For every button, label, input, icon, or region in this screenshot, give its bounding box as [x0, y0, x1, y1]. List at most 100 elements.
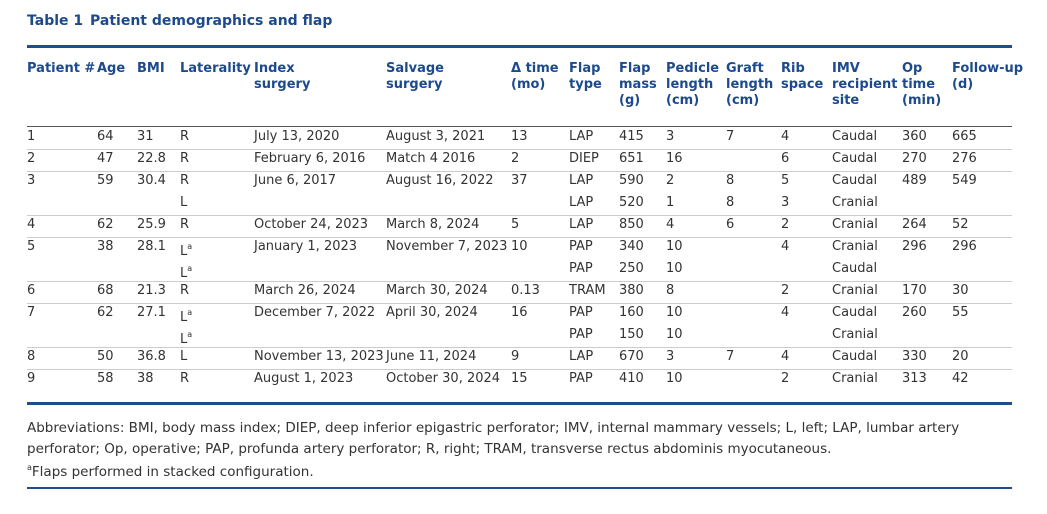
cell: 8 [27, 349, 36, 364]
cell: 31 [137, 129, 154, 144]
cell: LAP [569, 349, 594, 364]
cell: 3 [781, 195, 790, 210]
cell-text: L [180, 332, 188, 347]
cell: R [180, 151, 190, 166]
cell: January 1, 2023 [254, 239, 358, 254]
cell: 7 [27, 305, 36, 320]
cell: La [180, 305, 192, 326]
cell: R [180, 129, 190, 144]
footnote-text: Flaps performed in stacked configuration… [31, 464, 314, 480]
column-header: Laterality [180, 61, 251, 76]
cell: November 13, 2023 [254, 349, 384, 364]
cell: July 13, 2020 [254, 129, 340, 144]
column-header: (g) [619, 93, 641, 108]
cell: 21.3 [137, 283, 166, 298]
footnote: aFlaps performed in stacked configuratio… [27, 460, 314, 480]
cell-text: L [180, 310, 188, 325]
cell: R [180, 173, 190, 188]
cell: 15 [511, 371, 528, 386]
cell: 296 [902, 239, 927, 254]
row-rule [27, 237, 1012, 238]
cell: 16 [511, 305, 528, 320]
cell: 25.9 [137, 217, 166, 232]
cell: 30.4 [137, 173, 166, 188]
column-header: Flap [569, 61, 601, 76]
column-header: Graft [726, 61, 764, 76]
row-rule [27, 369, 1012, 370]
cell: 150 [619, 327, 644, 342]
cell: 27.1 [137, 305, 166, 320]
cell: PAP [569, 371, 593, 386]
cell: 8 [726, 173, 735, 188]
cell: 665 [952, 129, 977, 144]
cell: Caudal [832, 305, 878, 320]
cell: December 7, 2022 [254, 305, 376, 320]
column-header: Salvage [386, 61, 444, 76]
cell: 276 [952, 151, 977, 166]
top-rule [27, 45, 1012, 48]
cell-footnote: a [187, 308, 193, 317]
cell: 28.1 [137, 239, 166, 254]
cell: April 30, 2024 [386, 305, 478, 320]
cell: 296 [952, 239, 977, 254]
cell: 170 [902, 283, 927, 298]
cell: 5 [27, 239, 36, 254]
footnote-marker: a [27, 463, 32, 472]
cell: August 1, 2023 [254, 371, 354, 386]
cell: 7 [726, 129, 735, 144]
cell: March 30, 2024 [386, 283, 488, 298]
cell-footnote: a [187, 264, 193, 273]
cell: 160 [619, 305, 644, 320]
column-header: Patient # [27, 61, 96, 76]
row-rule [27, 281, 1012, 282]
header-rule [27, 126, 1012, 127]
column-header: Δ time [511, 61, 559, 76]
cell: 64 [97, 129, 114, 144]
table-label: Table 1 [27, 13, 84, 29]
cell: February 6, 2016 [254, 151, 366, 166]
cell: PAP [569, 327, 593, 342]
cell: 2 [27, 151, 36, 166]
cell: 10 [666, 327, 683, 342]
column-header: Index [254, 61, 295, 76]
cell: 50 [97, 349, 114, 364]
cell: 2 [781, 283, 790, 298]
column-header: (cm) [726, 93, 760, 108]
cell: Cranial [832, 239, 878, 254]
cell: Caudal [832, 261, 878, 276]
column-header: (min) [902, 93, 942, 108]
cell: 10 [666, 239, 683, 254]
column-header: Rib [781, 61, 805, 76]
bottom-rule [27, 402, 1012, 405]
cell: Cranial [832, 371, 878, 386]
column-header: length [726, 77, 774, 92]
cell: 0.13 [511, 283, 540, 298]
cell: 13 [511, 129, 528, 144]
cell: La [180, 261, 192, 282]
cell: LAP [569, 173, 594, 188]
column-header: surgery [386, 77, 443, 92]
cell: 4 [781, 129, 790, 144]
cell: October 30, 2024 [386, 371, 501, 386]
cell: R [180, 283, 190, 298]
cell: 38 [137, 371, 154, 386]
cell: PAP [569, 305, 593, 320]
cell: 10 [511, 239, 528, 254]
cell: 10 [666, 261, 683, 276]
cell: 6 [781, 151, 790, 166]
cell: 9 [511, 349, 520, 364]
cell: 62 [97, 217, 114, 232]
cell: 59 [97, 173, 114, 188]
row-rule [27, 149, 1012, 150]
column-header: (cm) [666, 93, 700, 108]
cell: 670 [619, 349, 644, 364]
cell: DIEP [569, 151, 599, 166]
cell: Caudal [832, 173, 878, 188]
cell: 260 [902, 305, 927, 320]
cell: 2 [666, 173, 675, 188]
cell: August 16, 2022 [386, 173, 494, 188]
cell: 62 [97, 305, 114, 320]
cell: June 11, 2024 [386, 349, 477, 364]
column-header: IMV [832, 61, 860, 76]
